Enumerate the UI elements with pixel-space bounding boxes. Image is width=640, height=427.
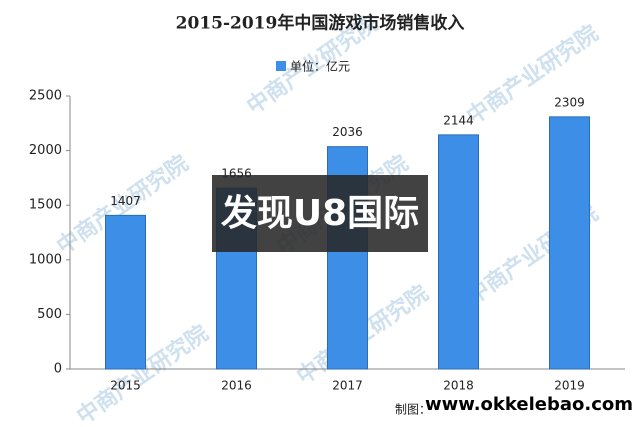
data-label: 2036 xyxy=(332,125,363,139)
legend-label: 单位：亿元 xyxy=(290,59,350,74)
x-tick-label: 2016 xyxy=(221,379,252,393)
y-tick-label: 500 xyxy=(37,307,62,322)
y-tick-label: 2500 xyxy=(29,89,62,104)
y-tick-label: 2000 xyxy=(29,143,62,158)
overlay-text: 发现U8国际 xyxy=(221,193,419,234)
y-tick-label: 0 xyxy=(54,362,62,377)
x-tick-label: 2018 xyxy=(443,379,474,393)
x-tick-label: 2015 xyxy=(110,379,141,393)
bar xyxy=(105,214,146,370)
x-tick-label: 2017 xyxy=(332,379,363,393)
overlay-box xyxy=(212,175,428,252)
legend-swatch xyxy=(276,61,286,71)
chart-title: 2015-2019年中国游戏市场销售收入 xyxy=(176,13,465,34)
bar xyxy=(438,134,479,370)
data-label: 1407 xyxy=(110,194,141,208)
bar xyxy=(549,116,590,370)
site-label: www.okkelebao.com xyxy=(425,394,633,415)
x-tick-label: 2019 xyxy=(554,379,585,393)
y-tick-label: 1500 xyxy=(29,198,62,213)
data-label: 2144 xyxy=(443,113,474,127)
site-box xyxy=(432,391,626,419)
y-tick-label: 1000 xyxy=(29,252,62,267)
data-label: 2309 xyxy=(554,95,585,109)
